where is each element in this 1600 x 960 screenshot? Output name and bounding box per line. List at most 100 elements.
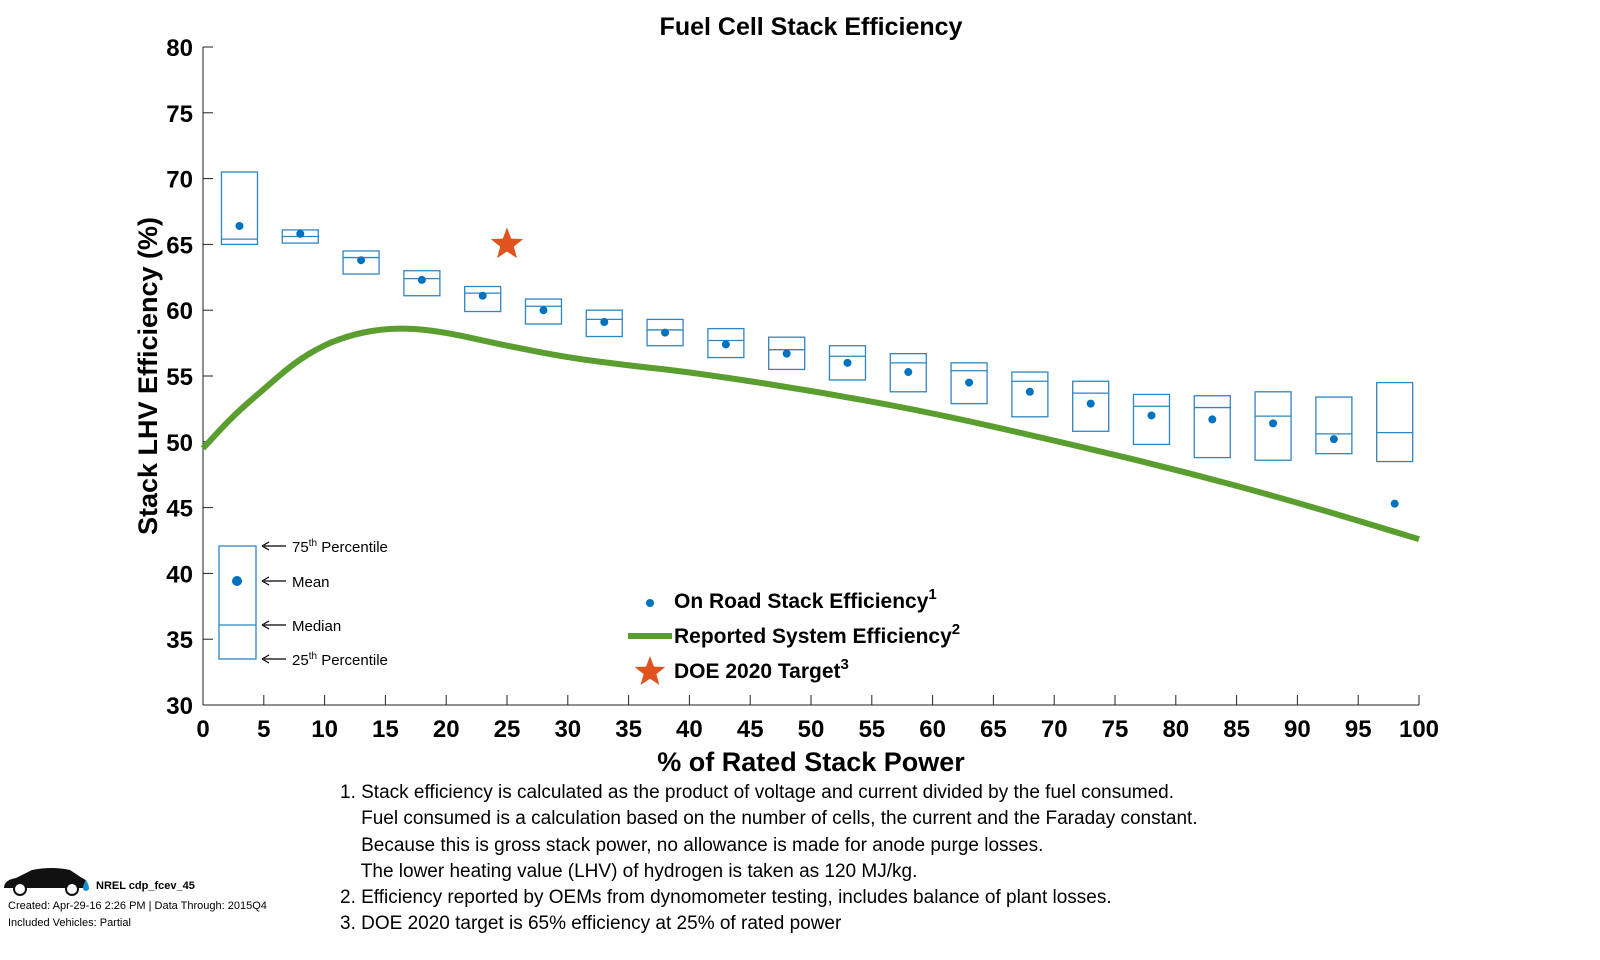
box-13 xyxy=(342,250,380,275)
x-tick-label: 70 xyxy=(1041,716,1068,743)
legend-label: DOE 2020 Target3 xyxy=(674,656,849,683)
mean-point xyxy=(1086,399,1095,408)
chart-title: Fuel Cell Stack Efficiency xyxy=(660,13,963,41)
percentile-box xyxy=(768,336,806,371)
x-tick-label: 100 xyxy=(1399,716,1439,743)
box-28 xyxy=(524,298,563,325)
legend-label: Reported System Efficiency2 xyxy=(674,621,960,648)
mean-point xyxy=(1269,419,1278,428)
percentile-box xyxy=(464,285,502,313)
x-tick-label: 35 xyxy=(615,716,642,743)
key-box xyxy=(218,545,257,660)
key-mean-point xyxy=(232,576,242,586)
y-tick-label: 55 xyxy=(166,364,193,391)
footnotes: 1. Stack efficiency is calculated as the… xyxy=(340,780,1198,938)
footer-id: NREL cdp_fcev_45 xyxy=(96,880,195,892)
mean-point xyxy=(721,340,730,349)
box-73 xyxy=(1072,380,1110,432)
x-tick-label: 15 xyxy=(372,716,399,743)
footer-vehicles: Included Vehicles: Partial xyxy=(8,917,131,929)
mean-point xyxy=(661,328,670,337)
mean-point xyxy=(296,229,305,238)
mean-point xyxy=(478,291,487,300)
percentile-box xyxy=(1072,380,1110,432)
box-63 xyxy=(950,362,988,405)
percentile-box xyxy=(403,270,441,297)
percentile-box xyxy=(1193,395,1231,459)
x-tick-label: 60 xyxy=(919,716,946,743)
box-48 xyxy=(768,336,806,371)
footnote: 2. Efficiency reported by OEMs from dyno… xyxy=(340,887,1112,909)
x-tick-label: 65 xyxy=(980,716,1007,743)
x-axis-label: % of Rated Stack Power xyxy=(657,747,965,777)
car-logo-icon xyxy=(4,868,89,896)
y-tick-label: 75 xyxy=(166,101,193,128)
box-53 xyxy=(828,345,867,381)
footnote: 3. DOE 2020 target is 65% efficiency at … xyxy=(340,913,842,935)
key-label: 25th Percentile xyxy=(292,651,388,669)
box-93 xyxy=(1315,396,1353,455)
box-8 xyxy=(281,229,319,244)
x-tick-label: 5 xyxy=(257,716,270,743)
doe-target-star xyxy=(490,227,524,259)
legend-mean-marker xyxy=(646,599,654,607)
mean-point xyxy=(1025,387,1034,396)
mean-point xyxy=(1147,411,1156,420)
x-tick-label: 45 xyxy=(737,716,764,743)
x-tick-label: 30 xyxy=(554,716,581,743)
percentile-box xyxy=(342,250,380,275)
mean-point xyxy=(235,221,244,230)
box-83 xyxy=(1193,395,1231,459)
x-tick-label: 40 xyxy=(676,716,703,743)
y-tick-label: 70 xyxy=(166,167,193,194)
y-tick-label: 65 xyxy=(166,232,193,259)
y-tick-label: 30 xyxy=(166,693,193,720)
footer-created: Created: Apr-29-16 2:26 PM | Data Throug… xyxy=(8,900,267,912)
percentile-box xyxy=(1132,393,1171,446)
mean-point xyxy=(1390,499,1399,508)
y-tick-label: 40 xyxy=(166,561,193,588)
x-tick-label: 90 xyxy=(1284,716,1311,743)
arrow-head-icon xyxy=(261,620,270,630)
mean-point xyxy=(600,318,609,327)
key-label: Median xyxy=(292,618,341,635)
x-tick-label: 50 xyxy=(798,716,825,743)
arrow-head-icon xyxy=(261,654,270,664)
percentile-box xyxy=(585,309,623,338)
box-38 xyxy=(646,318,684,347)
y-tick-label: 35 xyxy=(166,627,193,654)
x-tick-label: 20 xyxy=(433,716,460,743)
x-tick-label: 0 xyxy=(196,716,209,743)
mean-point xyxy=(843,358,852,367)
footnote: Because this is gross stack power, no al… xyxy=(340,834,1044,856)
x-tick-label: 85 xyxy=(1223,716,1250,743)
y-tick-label: 50 xyxy=(166,430,193,457)
box-3 xyxy=(220,171,259,246)
percentile-box xyxy=(524,298,563,325)
box-88 xyxy=(1254,391,1292,461)
arrow-head-icon xyxy=(261,576,270,586)
mean-point xyxy=(1208,415,1217,424)
percentile-box xyxy=(707,327,745,359)
percentile-box xyxy=(889,352,927,393)
y-axis-label: Stack LHV Efficiency (%) xyxy=(133,217,163,535)
footnote: The lower heating value (LHV) of hydroge… xyxy=(340,860,918,882)
percentile-box xyxy=(646,318,684,347)
x-tick-label: 10 xyxy=(311,716,338,743)
percentile-box xyxy=(828,345,867,381)
x-tick-label: 80 xyxy=(1162,716,1189,743)
reported-system-efficiency-line xyxy=(200,325,1420,543)
box-23 xyxy=(464,285,502,313)
percentile-box xyxy=(1376,381,1414,463)
box-68 xyxy=(1011,371,1049,418)
legend-star-marker xyxy=(634,656,666,685)
footnote: 1. Stack efficiency is calculated as the… xyxy=(340,782,1175,803)
box-98 xyxy=(1376,381,1414,508)
box-43 xyxy=(707,327,745,359)
mean-point xyxy=(357,256,366,265)
box-18 xyxy=(403,270,441,297)
box-78 xyxy=(1132,393,1171,446)
percentile-box xyxy=(1254,391,1292,461)
footnote: Fuel consumed is a calculation based on … xyxy=(340,808,1198,830)
